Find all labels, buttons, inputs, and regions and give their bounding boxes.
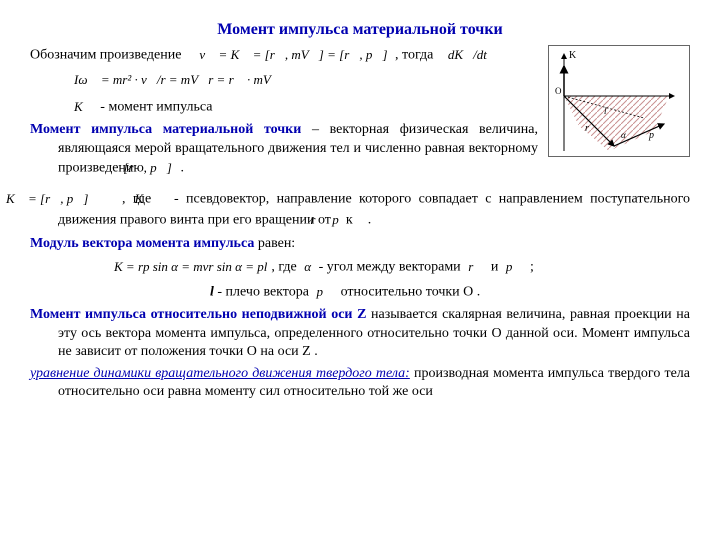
page-title: Момент импульса материальной точки: [30, 20, 690, 41]
dynamics-equation: уравнение динамики вращательного движени…: [58, 365, 690, 401]
modulus-dash: - угол между векторами: [315, 259, 464, 274]
modulus-formula-line: K = rp sin α = mvr sin α = pl, где α - у…: [110, 257, 690, 278]
l-p: p⃗: [312, 282, 337, 303]
vector-diagram: K O r p α l: [548, 45, 690, 157]
pseudovector-line: K⃗ = [r⃗, p⃗] , где K⃗ - псевдовектор, н…: [58, 189, 690, 231]
modulus-and: и: [487, 259, 502, 274]
dynamics-heading: уравнение динамики вращательного движени…: [30, 366, 410, 381]
modulus-gde: , где: [271, 259, 300, 274]
modulus-heading-line: Модуль вектора момента импульса равен:: [30, 235, 690, 253]
def1-formula: [r⃗, p⃗]: [147, 158, 177, 179]
l-rel: относительно точки O .: [337, 284, 480, 299]
axis-heading: Момент импульса относительно неподвижной…: [30, 307, 366, 322]
svg-text:r: r: [585, 123, 589, 134]
axis-definition: Момент импульса относительно неподвижной…: [58, 306, 690, 361]
modulus-heading: Модуль вектора момента импульса: [30, 236, 254, 251]
modulus-r: r⃗: [464, 257, 487, 278]
modulus-semi: ;: [526, 259, 533, 274]
inertia-formula: Iω⃗ = mr² · v⃗/r = mV⃗r = r⃗ · mV⃗: [70, 70, 285, 91]
modulus-formula: K = rp sin α = mvr sin α = pl: [110, 257, 271, 278]
modulus-p: p⃗: [502, 257, 527, 278]
svg-text:K: K: [569, 50, 577, 61]
intro-formula-rhs: dK⃗/dt: [444, 45, 491, 66]
modulus-l-line: l - плечо вектора p⃗ относительно точки …: [210, 282, 690, 303]
def1-period: .: [177, 161, 184, 176]
def2-to: p⃗: [356, 210, 364, 231]
modulus-alpha: α: [300, 257, 315, 278]
intro-label: Обозначим произведение: [30, 47, 181, 62]
intro-formula1: v⃗ = K⃗ = [r⃗, mV⃗] = [r⃗, p⃗]: [195, 45, 391, 66]
modulus-tail: равен:: [254, 236, 295, 251]
def2-period: .: [364, 212, 371, 227]
svg-text:p: p: [648, 130, 654, 141]
def1-heading: Момент импульса материальной точки: [30, 122, 301, 137]
svg-text:α: α: [621, 130, 626, 140]
def2-kref: K⃗: [159, 189, 167, 210]
k-symbol: K⃗: [70, 97, 97, 118]
intro-then: , тогда: [395, 47, 433, 62]
svg-text:O: O: [555, 86, 562, 96]
k-desc: - момент импульса: [100, 99, 212, 114]
l-desc: - плечо вектора: [214, 284, 313, 299]
def2-formula: K⃗ = [r⃗, p⃗]: [30, 189, 92, 210]
